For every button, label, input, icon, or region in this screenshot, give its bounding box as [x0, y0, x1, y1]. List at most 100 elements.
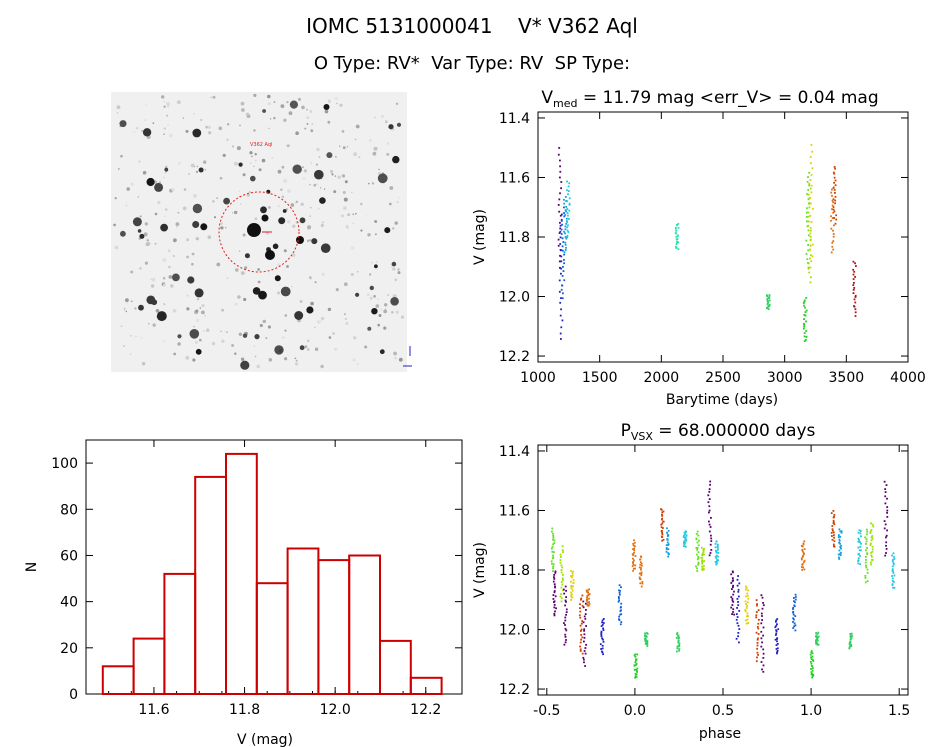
finder-faint-star	[291, 286, 293, 288]
y-tick-label: 11.8	[499, 563, 530, 579]
data-point	[640, 571, 643, 574]
finder-faint-star	[283, 178, 288, 183]
finder-faint-star	[398, 357, 403, 362]
data-point	[807, 189, 810, 191]
data-point	[585, 643, 587, 646]
data-point	[640, 556, 643, 558]
data-point	[731, 599, 734, 602]
finder-faint-star	[268, 127, 270, 129]
data-point	[738, 628, 741, 630]
data-point	[815, 642, 818, 645]
data-point	[559, 243, 562, 245]
histogram-bar	[317, 559, 351, 695]
data-point	[579, 624, 582, 627]
data-point-group	[755, 599, 760, 663]
finder-faint-star	[341, 214, 344, 218]
y-tick-label: 0	[69, 687, 78, 703]
data-point	[560, 272, 562, 275]
data-point-group	[582, 600, 587, 667]
finder-star	[250, 175, 256, 182]
data-point	[559, 159, 561, 162]
finder-faint-star	[320, 364, 324, 369]
data-point	[832, 206, 835, 208]
data-point	[802, 561, 805, 564]
finder-faint-star	[376, 261, 378, 263]
finder-star	[146, 177, 155, 187]
data-point	[746, 594, 749, 597]
data-point	[568, 190, 570, 193]
data-point	[579, 603, 581, 606]
data-point	[806, 220, 808, 223]
data-point-group	[815, 631, 820, 646]
data-point	[715, 551, 718, 554]
data-point	[755, 611, 758, 613]
data-point	[811, 167, 814, 170]
data-point	[831, 188, 833, 191]
data-point	[810, 656, 812, 659]
finder-faint-star	[295, 359, 298, 362]
data-point	[565, 601, 567, 603]
data-point	[580, 638, 582, 641]
finder-faint-star	[171, 187, 175, 192]
finder-faint-star	[199, 307, 202, 309]
finder-faint-star	[355, 212, 357, 215]
data-point	[676, 633, 678, 635]
finder-star	[195, 348, 202, 355]
data-point	[792, 617, 794, 620]
data-point	[865, 564, 867, 567]
data-point	[870, 554, 873, 557]
data-point	[857, 557, 860, 560]
data-point-group	[735, 575, 741, 644]
finder-faint-star	[208, 131, 212, 135]
finder-faint-star	[327, 120, 331, 124]
data-point	[832, 208, 835, 211]
data-point	[697, 555, 700, 558]
data-point	[639, 561, 642, 564]
finder-faint-star	[336, 102, 338, 105]
data-point	[776, 647, 779, 650]
data-point	[696, 548, 698, 551]
finder-faint-star	[373, 146, 378, 151]
data-point	[700, 557, 703, 559]
data-point	[839, 554, 842, 557]
phased-title: PVSX = 68.000000 days	[621, 421, 816, 443]
data-point	[588, 597, 590, 600]
data-point	[632, 563, 635, 566]
data-point	[767, 305, 770, 308]
data-point	[807, 262, 810, 265]
data-point	[835, 218, 838, 221]
finder-faint-star	[371, 182, 375, 185]
data-point	[853, 287, 856, 289]
data-point	[870, 561, 872, 564]
data-point	[661, 531, 663, 534]
data-point	[893, 556, 895, 558]
finder-faint-star	[375, 233, 377, 236]
finder-star	[355, 292, 360, 297]
data-point	[871, 559, 874, 561]
finder-star	[137, 229, 142, 233]
data-point	[745, 603, 747, 605]
data-point	[886, 529, 888, 532]
finder-faint-star	[175, 222, 180, 227]
data-point	[639, 563, 642, 566]
data-point	[617, 596, 620, 598]
finder-faint-star	[183, 188, 187, 191]
data-point	[810, 650, 813, 652]
data-point	[810, 254, 812, 257]
data-point-group	[617, 584, 623, 626]
finder-faint-star	[213, 216, 217, 219]
data-point	[564, 214, 567, 216]
finder-faint-star	[380, 308, 383, 311]
data-point	[776, 652, 778, 655]
finder-faint-star	[342, 146, 346, 150]
finder-faint-star	[251, 155, 253, 158]
data-point	[812, 207, 814, 210]
data-point	[563, 259, 565, 261]
data-point	[570, 594, 572, 597]
finder-faint-star	[144, 261, 148, 265]
finder-faint-star	[146, 239, 149, 242]
finder-faint-star	[306, 108, 308, 111]
data-point	[566, 208, 569, 210]
finder-faint-star	[231, 145, 235, 148]
finder-faint-star	[370, 261, 373, 264]
